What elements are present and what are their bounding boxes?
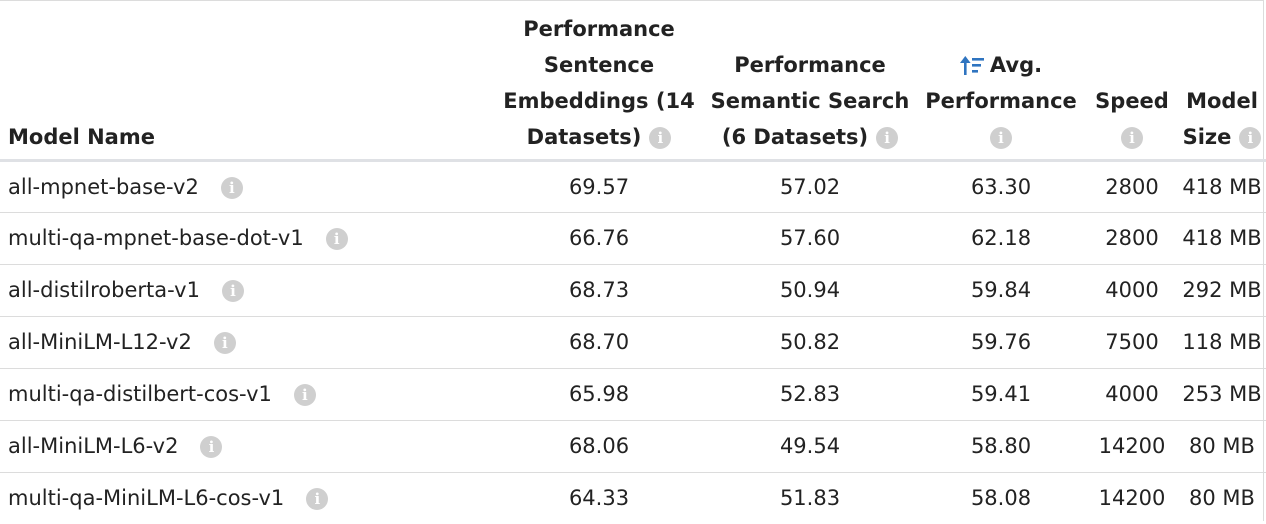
table-row: all-mpnet-base-v2 i 69.57 57.02 63.30 280… bbox=[0, 160, 1266, 212]
pse-value: 68.06 bbox=[568, 434, 630, 458]
table-row: multi-qa-mpnet-base-dot-v1 i 66.76 57.60 … bbox=[0, 212, 1266, 264]
info-icon[interactable]: i bbox=[221, 280, 244, 302]
model-name-cell: multi-qa-MiniLM-L6-cos-v1 i bbox=[0, 472, 488, 524]
header-row: Model Name Performance Sentence Embeddin… bbox=[0, 1, 1266, 160]
model-name: all-MiniLM-L12-v2 bbox=[8, 330, 192, 354]
info-icon[interactable]: i bbox=[200, 436, 223, 458]
pss-value: 57.02 bbox=[779, 174, 841, 199]
size-value: 80 MB bbox=[1189, 486, 1255, 511]
sort-descending-icon[interactable] bbox=[959, 55, 986, 77]
table-row: multi-qa-MiniLM-L6-cos-v1 i 64.33 51.83 5… bbox=[0, 472, 1266, 524]
model-name: all-MiniLM-L6-v2 bbox=[8, 434, 179, 458]
speed-value: 4000 bbox=[1105, 278, 1159, 302]
table-header: Model Name Performance Sentence Embeddin… bbox=[0, 1, 1266, 160]
model-name-cell: all-MiniLM-L6-v2 i bbox=[0, 420, 488, 472]
model-name-cell: multi-qa-distilbert-cos-v1 i bbox=[0, 368, 488, 420]
column-header-label: (6 Datasets) bbox=[721, 124, 869, 149]
model-name-cell: all-MiniLM-L12-v2 i bbox=[0, 316, 488, 368]
avg-value: 59.84 bbox=[970, 278, 1032, 302]
avg-value: 59.41 bbox=[970, 382, 1032, 406]
pss-value: 50.94 bbox=[779, 278, 841, 302]
pss-value: 51.83 bbox=[779, 486, 841, 511]
table-row: multi-qa-distilbert-cos-v1 i 65.98 52.83 … bbox=[0, 368, 1266, 420]
column-header-label: Sentence bbox=[543, 52, 655, 77]
model-name: all-distilroberta-v1 bbox=[8, 278, 200, 302]
column-header-label: Performance bbox=[523, 16, 675, 41]
info-icon[interactable]: i bbox=[1239, 126, 1262, 149]
pss-value: 50.82 bbox=[779, 330, 841, 354]
info-icon[interactable]: i bbox=[325, 228, 348, 250]
pss-value: 57.60 bbox=[779, 226, 841, 250]
size-value: 118 MB bbox=[1182, 330, 1262, 354]
pse-value: 68.70 bbox=[568, 330, 630, 354]
size-value: 292 MB bbox=[1182, 278, 1262, 302]
model-name-cell: multi-qa-mpnet-base-dot-v1 i bbox=[0, 212, 488, 264]
model-name: multi-qa-distilbert-cos-v1 bbox=[8, 382, 272, 406]
pse-value: 64.33 bbox=[568, 486, 630, 511]
column-header-model-name[interactable]: Model Name bbox=[0, 1, 488, 160]
info-icon[interactable]: i bbox=[1121, 126, 1143, 149]
size-value: 418 MB bbox=[1182, 226, 1262, 250]
speed-value: 4000 bbox=[1105, 382, 1159, 406]
column-header-label: Avg. bbox=[989, 52, 1043, 77]
size-value: 80 MB bbox=[1189, 434, 1255, 458]
info-icon[interactable]: i bbox=[213, 332, 236, 354]
model-name: all-mpnet-base-v2 bbox=[8, 174, 199, 199]
column-header-model-size[interactable]: Model Size i bbox=[1172, 1, 1266, 160]
speed-value: 2800 bbox=[1105, 226, 1159, 250]
speed-value: 14200 bbox=[1098, 434, 1166, 458]
pse-value: 69.57 bbox=[568, 174, 630, 199]
column-header-label: Model bbox=[1186, 88, 1258, 113]
column-header-label: Size bbox=[1182, 124, 1232, 149]
avg-value: 62.18 bbox=[970, 226, 1032, 250]
pse-value: 66.76 bbox=[568, 226, 630, 250]
info-icon[interactable]: i bbox=[876, 126, 899, 149]
column-header-avg-performance[interactable]: Avg. Performance i bbox=[910, 1, 1092, 160]
avg-value: 63.30 bbox=[970, 174, 1032, 199]
table-body: all-mpnet-base-v2 i 69.57 57.02 63.30 280… bbox=[0, 160, 1266, 524]
column-header-label: Model Name bbox=[8, 124, 155, 149]
model-name: multi-qa-mpnet-base-dot-v1 bbox=[8, 226, 304, 250]
pss-value: 49.54 bbox=[779, 434, 841, 458]
avg-value: 58.80 bbox=[970, 434, 1032, 458]
table-row: all-distilroberta-v1 i 68.73 50.94 59.84 … bbox=[0, 264, 1266, 316]
model-name-cell: all-distilroberta-v1 i bbox=[0, 264, 488, 316]
speed-value: 7500 bbox=[1105, 330, 1159, 354]
column-header-label: Embeddings (14 bbox=[503, 88, 695, 113]
info-icon[interactable]: i bbox=[220, 176, 243, 199]
table-row: all-MiniLM-L6-v2 i 68.06 49.54 58.80 1420… bbox=[0, 420, 1266, 472]
info-icon[interactable]: i bbox=[293, 384, 316, 406]
info-icon[interactable]: i bbox=[306, 488, 329, 511]
speed-value: 14200 bbox=[1098, 486, 1166, 511]
avg-value: 59.76 bbox=[970, 330, 1032, 354]
speed-value: 2800 bbox=[1105, 174, 1159, 199]
size-value: 253 MB bbox=[1182, 382, 1262, 406]
column-header-performance-sentence-embeddings[interactable]: Performance Sentence Embeddings (14 Data… bbox=[488, 1, 710, 160]
pss-value: 52.83 bbox=[779, 382, 841, 406]
model-name: multi-qa-MiniLM-L6-cos-v1 bbox=[8, 486, 285, 511]
avg-value: 58.08 bbox=[970, 486, 1032, 511]
column-header-label: Performance bbox=[734, 52, 886, 77]
table-row: all-MiniLM-L12-v2 i 68.70 50.82 59.76 750… bbox=[0, 316, 1266, 368]
info-icon[interactable]: i bbox=[990, 126, 1012, 149]
size-value: 418 MB bbox=[1182, 174, 1262, 199]
column-header-label: Semantic Search bbox=[710, 88, 910, 113]
model-name-cell: all-mpnet-base-v2 i bbox=[0, 160, 488, 212]
info-icon[interactable]: i bbox=[649, 126, 672, 149]
column-header-label: Performance bbox=[925, 88, 1077, 113]
column-header-label: Datasets) bbox=[526, 124, 642, 149]
pse-value: 68.73 bbox=[568, 278, 630, 302]
pse-value: 65.98 bbox=[568, 382, 630, 406]
column-header-speed[interactable]: Speed i bbox=[1092, 1, 1172, 160]
column-header-performance-semantic-search[interactable]: Performance Semantic Search (6 Datasets)… bbox=[710, 1, 910, 160]
column-header-label: Speed bbox=[1095, 88, 1169, 113]
